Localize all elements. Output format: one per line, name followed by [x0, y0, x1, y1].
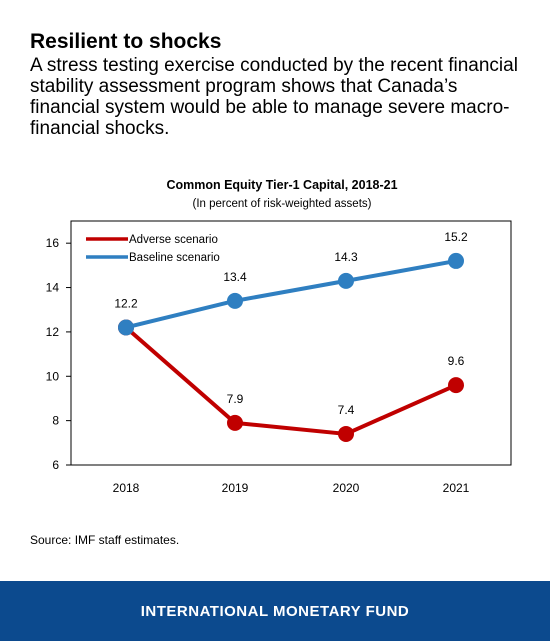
data-label: 7.4 — [338, 403, 355, 417]
page-title: Resilient to shocks — [30, 30, 222, 53]
footer-bar: INTERNATIONAL MONETARY FUND — [0, 581, 550, 641]
chart-title: Common Equity Tier-1 Capital, 2018-21 — [166, 178, 397, 192]
x-tick-label: 2019 — [222, 481, 249, 495]
data-point — [338, 272, 354, 289]
imf-brand: INTERNATIONAL MONETARY FUND — [140, 602, 410, 620]
source-note: Source: IMF staff estimates. — [30, 533, 180, 547]
chart-subtitle: (In percent of risk-weighted assets) — [193, 198, 372, 210]
data-point — [448, 377, 464, 394]
data-point — [448, 252, 464, 269]
series-line — [124, 325, 457, 436]
data-label: 13.4 — [223, 270, 247, 284]
page-subtitle: A stress testing exercise conducted by t… — [30, 55, 518, 139]
x-tick-label: 2018 — [113, 481, 140, 495]
series-line — [125, 258, 457, 330]
line-chart: Common Equity Tier-1 Capital, 2018-21 (I… — [46, 178, 512, 495]
x-tick-label: 2021 — [443, 481, 470, 495]
x-tick-label: 2020 — [333, 481, 360, 495]
data-label: 9.6 — [448, 354, 465, 368]
data-point — [227, 292, 243, 309]
data-label: 14.3 — [334, 250, 358, 264]
data-label: 12.2 — [114, 296, 138, 310]
y-tick-label: 10 — [46, 369, 60, 383]
y-tick-label: 6 — [52, 458, 59, 472]
y-tick-label: 12 — [46, 325, 60, 339]
y-tick-label: 8 — [52, 414, 59, 428]
legend-label: Baseline scenario — [129, 252, 220, 264]
data-point — [118, 319, 134, 336]
y-tick-label: 14 — [46, 281, 60, 295]
legend-label: Adverse scenario — [129, 234, 218, 246]
data-label: 7.9 — [227, 392, 244, 406]
data-point — [338, 425, 354, 442]
data-point — [227, 414, 243, 431]
y-tick-label: 16 — [46, 236, 60, 250]
plot-frame — [70, 220, 512, 466]
data-label: 15.2 — [444, 230, 468, 244]
